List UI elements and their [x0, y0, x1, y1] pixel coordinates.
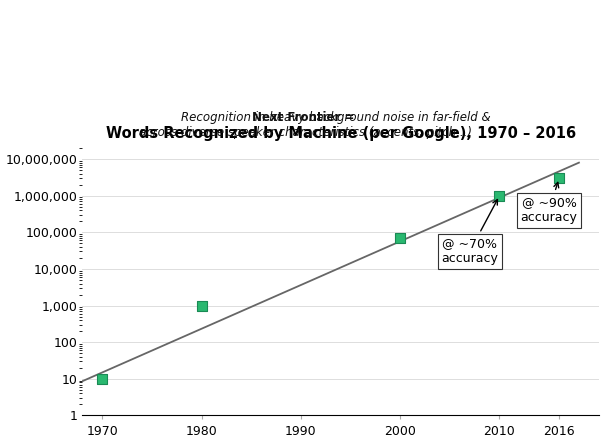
Text: Machine Speech Recognition @ Human Level Recognition for...
Voice Search in Low : Machine Speech Recognition @ Human Level… [9, 22, 611, 63]
Title: Words Recognized by Machine (per Google), 1970 – 2016: Words Recognized by Machine (per Google)… [106, 126, 576, 141]
Point [495, 192, 505, 199]
Point [97, 375, 107, 382]
Text: across diverse speaker characteristics (accents, pitch...): across diverse speaker characteristics (… [139, 126, 472, 139]
Text: @ ~90%
accuracy: @ ~90% accuracy [521, 183, 577, 224]
Text: Next Frontier =: Next Frontier = [252, 110, 359, 124]
Point [197, 302, 207, 309]
Text: Recognition in heavy background noise in far-field &: Recognition in heavy background noise in… [121, 110, 490, 124]
Text: @ ~70%
accuracy: @ ~70% accuracy [441, 199, 498, 266]
Point [554, 175, 564, 182]
Point [395, 235, 405, 242]
